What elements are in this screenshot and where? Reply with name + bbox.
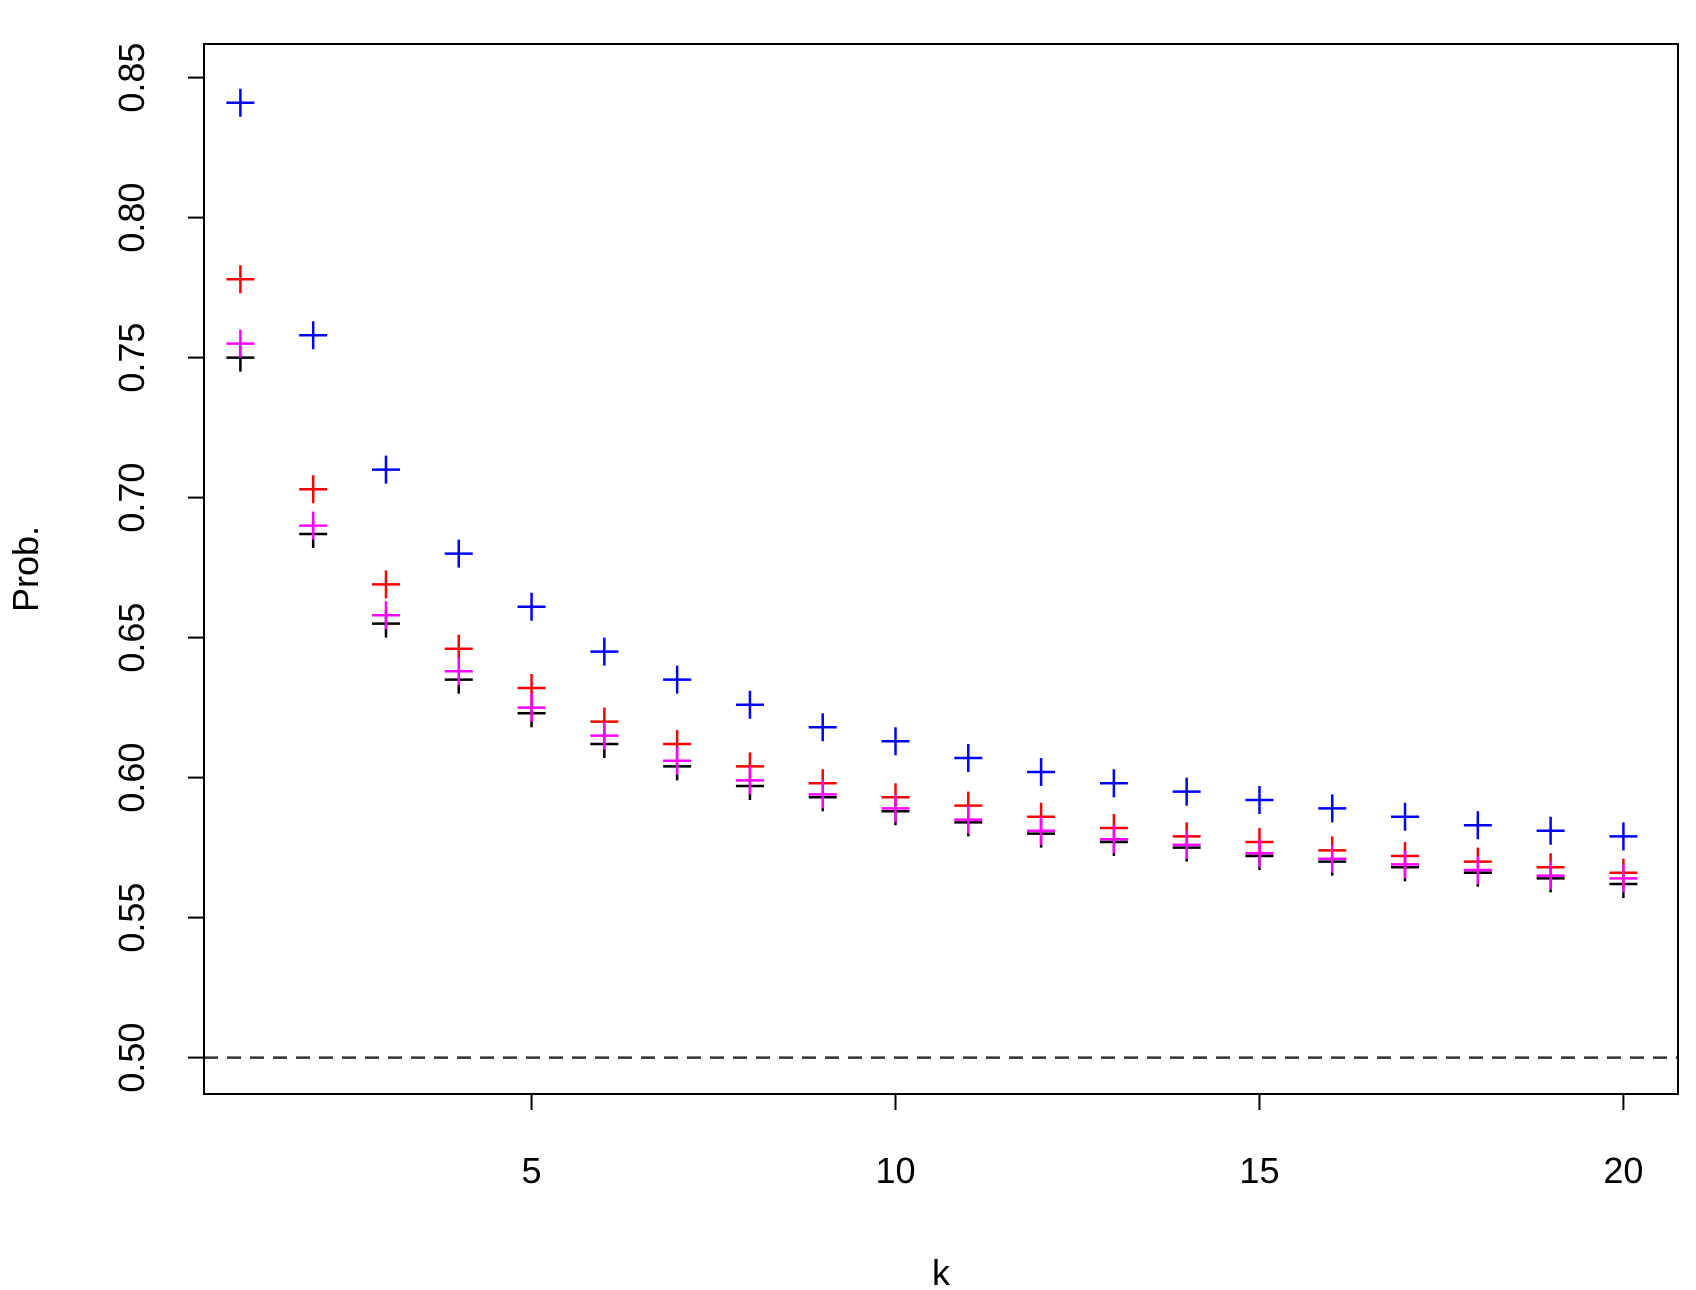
data-series <box>226 329 1638 893</box>
data-point <box>226 88 255 117</box>
data-point <box>1463 811 1492 840</box>
data-point <box>1172 777 1201 806</box>
data-point <box>1463 856 1492 884</box>
data-point <box>371 601 400 630</box>
x-axis: 5 10 15 20 <box>522 1093 1643 1191</box>
data-point <box>954 744 983 772</box>
x-tick-label: 5 <box>522 1150 542 1191</box>
data-points-layer <box>226 88 1638 898</box>
data-point <box>1536 816 1565 845</box>
data-point <box>1245 786 1274 814</box>
y-tick-label: 0.50 <box>111 1023 152 1093</box>
x-tick-label: 10 <box>875 1150 915 1191</box>
y-tick-label: 0.70 <box>111 463 152 533</box>
y-axis: 0.50 0.55 0.60 0.65 0.70 0.75 0.80 0.85 <box>111 43 204 1093</box>
data-point <box>590 637 619 666</box>
data-point <box>808 780 837 809</box>
data-point <box>1609 822 1638 851</box>
data-point <box>881 794 910 823</box>
data-point <box>517 592 546 621</box>
y-axis-title: Prob. <box>5 526 46 612</box>
y-tick-label: 0.65 <box>111 603 152 673</box>
y-tick-label: 0.85 <box>111 43 152 113</box>
data-point <box>226 329 255 358</box>
data-point <box>808 713 837 742</box>
axes-layer: 5 10 15 20 0.50 0.55 0.60 0.65 0.70 0.75 0.80 0.85 <box>111 43 1643 1191</box>
y-tick-label: 0.60 <box>111 743 152 813</box>
data-point <box>954 805 983 834</box>
data-point <box>444 657 473 686</box>
data-point <box>1318 844 1347 873</box>
data-point <box>663 746 692 775</box>
data-point <box>371 455 400 484</box>
data-point <box>1318 794 1347 823</box>
data-point <box>444 539 473 568</box>
data-point <box>1027 816 1056 845</box>
data-point <box>735 690 764 719</box>
data-point <box>1536 861 1565 890</box>
data-point <box>1245 839 1274 868</box>
x-axis-title: k <box>932 1252 951 1290</box>
data-point <box>226 265 255 294</box>
y-tick-label: 0.80 <box>111 183 152 253</box>
data-point <box>1172 830 1201 859</box>
x-tick-label: 20 <box>1603 1150 1643 1191</box>
y-tick-label: 0.75 <box>111 323 152 393</box>
data-point <box>1609 864 1638 893</box>
data-point <box>1099 769 1128 798</box>
data-point <box>735 766 764 795</box>
data-point <box>371 570 400 599</box>
data-series <box>226 88 1638 851</box>
data-point <box>1391 802 1420 831</box>
x-tick-label: 15 <box>1239 1150 1279 1191</box>
data-point <box>299 321 328 350</box>
data-point <box>663 665 692 694</box>
data-point <box>1391 850 1420 879</box>
data-point <box>1027 758 1056 786</box>
data-point <box>299 511 328 540</box>
data-point <box>517 693 546 722</box>
data-point <box>590 721 619 750</box>
data-point <box>299 475 328 504</box>
data-point <box>881 727 910 756</box>
y-tick-label: 0.55 <box>111 883 152 953</box>
data-point <box>1099 825 1128 854</box>
